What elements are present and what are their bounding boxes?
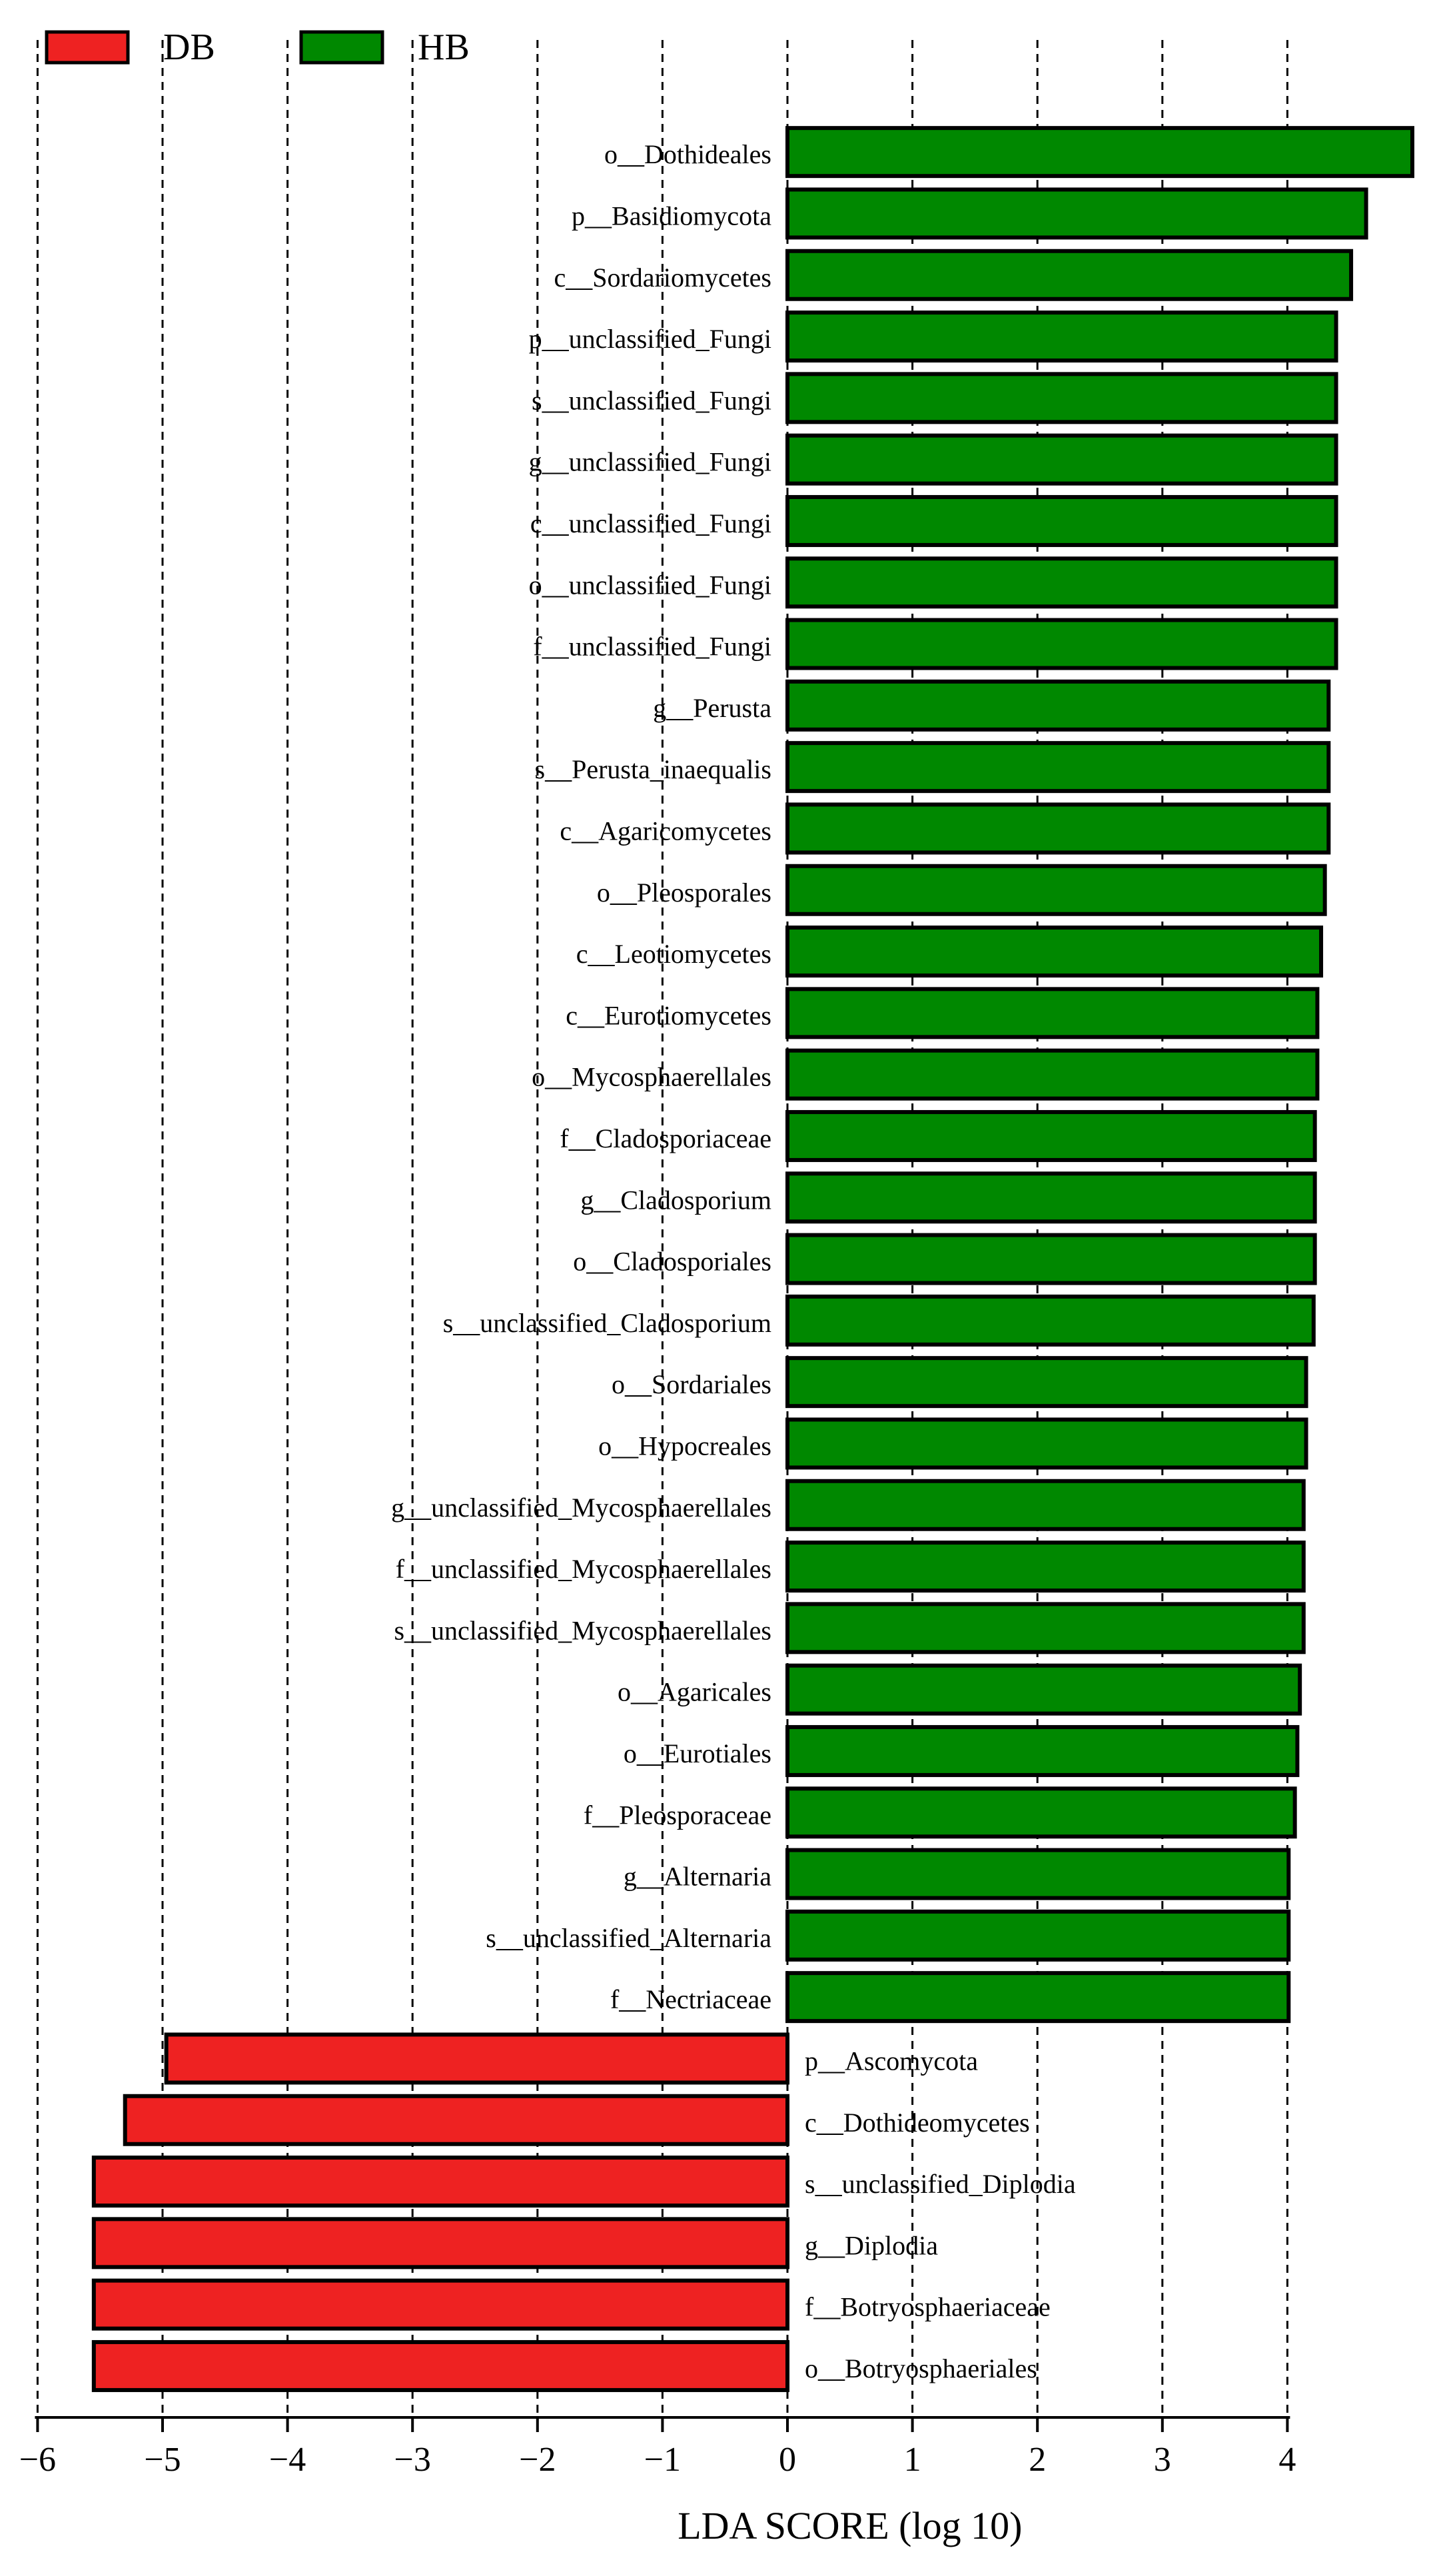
bar-f__Nectriaceae <box>785 1971 1291 2024</box>
bar-label: c__Leotiomycetes <box>576 939 771 969</box>
bar-label: o__Botryosphaeriales <box>805 2353 1037 2383</box>
bar-label: f__unclassified_Fungi <box>533 632 771 662</box>
bar-label: g__Diplodia <box>805 2230 938 2260</box>
legend-label-hb: HB <box>418 27 470 68</box>
x-tick-label: −2 <box>519 2441 556 2479</box>
bar-label: o__unclassified_Fungi <box>529 570 771 600</box>
bar-label: f__unclassified_Mycosphaerellales <box>396 1554 771 1584</box>
bar-label: o__Pleosporales <box>597 878 771 908</box>
x-axis: −6 −5 −4 −3 −2 −1 0 1 2 3 4 <box>19 2416 1296 2479</box>
bar-label: f__Cladosporiaceae <box>560 1123 771 1153</box>
bar-o__Hypocreales <box>785 1417 1308 1470</box>
bar-f__Cladosporiaceae <box>785 1109 1317 1162</box>
x-tick-label: 0 <box>779 2441 796 2479</box>
bars <box>91 126 1414 2392</box>
x-tick-label: −4 <box>269 2441 306 2479</box>
bar-g__Diplodia <box>91 2217 790 2269</box>
bar-g__unclassified_Mycosphaerellales <box>785 1479 1306 1531</box>
x-tick-label: −5 <box>144 2441 181 2479</box>
bar-f__unclassified_Fungi <box>785 618 1338 670</box>
bar-label: p__Ascomycota <box>805 2046 978 2076</box>
bar-label: o__Agaricales <box>618 1677 771 1707</box>
bar-p__Ascomycota <box>164 2032 790 2085</box>
bar-label: f__Botryosphaeriaceae <box>805 2292 1051 2322</box>
bar-g__Cladosporium <box>785 1171 1317 1224</box>
bar-f__Pleosporaceae <box>785 1786 1297 1839</box>
bar-label: s__unclassified_Cladosporium <box>443 1308 771 1338</box>
x-axis-title: LDA SCORE (log 10) <box>678 2504 1022 2547</box>
bar-o__unclassified_Fungi <box>785 556 1338 609</box>
bar-s__unclassified_Alternaria <box>785 1909 1291 1962</box>
bar-p__unclassified_Fungi <box>785 311 1338 363</box>
bar-label: o__Hypocreales <box>598 1431 771 1461</box>
bar-label: c__unclassified_Fungi <box>530 508 771 538</box>
bar-c__unclassified_Fungi <box>785 494 1338 547</box>
bar-f__unclassified_Mycosphaerellales <box>785 1541 1306 1593</box>
x-tick-label: −6 <box>19 2441 56 2479</box>
legend-swatch-db <box>45 30 130 65</box>
bar-label: c__Eurotiomycetes <box>566 1000 771 1030</box>
x-tick-label: 1 <box>904 2441 921 2479</box>
bar-s__Perusta_inaequalis <box>785 741 1331 794</box>
bar-label: g__unclassified_Mycosphaerellales <box>391 1493 771 1523</box>
bar-label: s__unclassified_Fungi <box>532 385 771 415</box>
bar-o__Mycosphaerellales <box>785 1048 1320 1101</box>
bar-s__unclassified_Fungi <box>785 372 1338 424</box>
category-labels: o__Dothideales p__Basidiomycota c__Sordari… <box>391 139 1076 2383</box>
x-tick-label: −1 <box>644 2441 681 2479</box>
bar-label: s__unclassified_Alternaria <box>486 1923 771 1953</box>
x-tick-label: 4 <box>1278 2441 1296 2479</box>
bar-label: g__unclassified_Fungi <box>529 447 771 477</box>
bar-c__Sordariomycetes <box>785 249 1354 301</box>
bar-g__Perusta <box>785 679 1331 732</box>
x-tick-label: 2 <box>1029 2441 1046 2479</box>
bar-label: f__Nectriaceae <box>610 1984 771 2014</box>
bar-label: o__Sordariales <box>612 1369 771 1399</box>
bar-label: s__Perusta_inaequalis <box>535 754 772 784</box>
bar-g__Alternaria <box>785 1848 1291 1900</box>
legend: DB HB <box>45 27 470 68</box>
bar-label: c__Sordariomycetes <box>554 263 771 293</box>
legend-label-db: DB <box>163 27 215 68</box>
x-tick-label: 3 <box>1154 2441 1171 2479</box>
bar-o__Eurotiales <box>785 1724 1300 1777</box>
legend-swatch-hb <box>299 30 384 65</box>
bar-label: o__Eurotiales <box>624 1738 771 1768</box>
bar-o__Dothideales <box>785 126 1414 179</box>
bar-label: g__Cladosporium <box>580 1185 771 1215</box>
bar-g__unclassified_Fungi <box>785 433 1338 486</box>
bar-label: c__Dothideomycetes <box>805 2108 1030 2138</box>
bar-o__Botryosphaeriales <box>91 2339 790 2392</box>
bar-o__Cladosporiales <box>785 1233 1317 1285</box>
bar-c__Dothideomycetes <box>123 2094 790 2146</box>
bar-label: s__unclassified_Diplodia <box>805 2169 1076 2199</box>
bar-s__unclassified_Diplodia <box>91 2156 790 2208</box>
bar-s__unclassified_Cladosporium <box>785 1294 1316 1347</box>
bar-label: o__Mycosphaerellales <box>532 1062 771 1092</box>
bar-c__Leotiomycetes <box>785 926 1324 978</box>
bar-label: p__unclassified_Fungi <box>529 324 771 354</box>
bar-label: o__Dothideales <box>604 139 771 169</box>
bar-label: g__Alternaria <box>624 1862 771 1892</box>
bar-label: p__Basidiomycota <box>572 201 771 231</box>
bar-o__Sordariales <box>785 1356 1308 1409</box>
bar-label: c__Agaricomycetes <box>560 816 771 846</box>
x-tick-label: −3 <box>394 2441 431 2479</box>
bar-o__Agaricales <box>785 1663 1302 1716</box>
bar-label: g__Perusta <box>653 693 771 723</box>
bar-label: f__Pleosporaceae <box>584 1800 771 1830</box>
bar-label: s__unclassified_Mycosphaerellales <box>394 1615 771 1645</box>
bar-c__Eurotiomycetes <box>785 987 1320 1039</box>
bar-f__Botryosphaeriaceae <box>91 2278 790 2331</box>
bar-c__Agaricomycetes <box>785 802 1331 855</box>
bar-o__Pleosporales <box>785 864 1327 916</box>
bar-p__Basidiomycota <box>785 187 1368 240</box>
bar-s__unclassified_Mycosphaerellales <box>785 1602 1306 1654</box>
bar-label: o__Cladosporiales <box>573 1247 771 1277</box>
